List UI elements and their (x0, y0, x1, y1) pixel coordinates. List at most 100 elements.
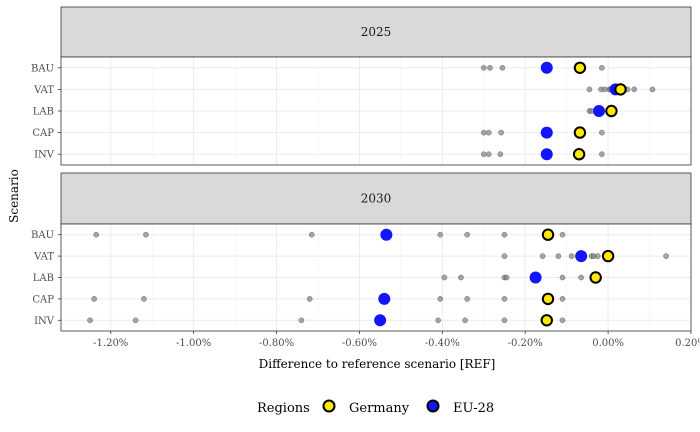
x-axis-title: Difference to reference scenario [REF] (259, 357, 496, 371)
point-other-region (559, 317, 566, 324)
point-other-region (649, 86, 656, 93)
point-other-region (663, 253, 669, 259)
point-eu-28 (380, 228, 393, 241)
point-eu-28 (592, 105, 605, 117)
point-germany (601, 249, 615, 263)
point-other-region (93, 231, 100, 238)
point-other-region (141, 296, 147, 302)
point-eu-28 (529, 271, 542, 284)
x-tick-label: -0.20% (508, 338, 543, 349)
panel-border (60, 56, 692, 166)
point-germany (541, 228, 555, 241)
point-other-region (568, 253, 575, 259)
panel-2025: 2025 BAU VAT LAB CAP INV (31, 6, 692, 166)
point-other-region (559, 296, 566, 302)
point-other-region (306, 296, 313, 302)
point-other-region (499, 64, 506, 71)
point-other-region (464, 231, 471, 238)
point-eu-28 (374, 314, 387, 327)
point-other-region (485, 129, 492, 136)
point-other-region (501, 296, 508, 302)
point-other-region (487, 64, 493, 71)
point-other-region (480, 129, 487, 136)
y-tick-label: LAB (33, 273, 54, 284)
point-other-region (498, 129, 505, 136)
point-eu-28 (378, 292, 391, 305)
y-tick-label: CAP (32, 128, 54, 139)
y-tick-label: BAU (31, 63, 54, 74)
point-eu-28 (575, 250, 588, 263)
point-other-region (485, 151, 492, 158)
point-other-region (501, 231, 508, 238)
point-other-region (501, 317, 508, 324)
point-other-region (441, 274, 448, 281)
point-other-region (143, 231, 149, 238)
point-other-region (462, 317, 468, 324)
x-tick-label: -0.40% (425, 338, 460, 349)
panel-2030: 2030 BAU VAT LAB CAP INV (31, 172, 692, 332)
x-tick-label: 0.20% (675, 338, 700, 349)
point-other-region (599, 129, 605, 136)
panel-border (60, 223, 692, 332)
y-tick-label: INV (34, 150, 55, 161)
point-other-region (458, 274, 464, 281)
point-other-region (631, 86, 638, 93)
point-other-region (91, 296, 98, 302)
legend-key-eu-28 (426, 399, 440, 413)
y-tick-label: BAU (31, 230, 54, 241)
x-tick-label: -1.20% (93, 338, 128, 349)
facet-strip (60, 172, 692, 225)
point-other-region (132, 317, 139, 324)
point-other-region (298, 317, 305, 324)
y-tick-label: INV (34, 316, 55, 327)
legend-key-germany (322, 399, 336, 413)
y-tick-label: VAT (33, 252, 54, 263)
point-other-region (559, 231, 566, 238)
legend: Regions Germany EU-28 (257, 399, 494, 416)
facet-label: 2030 (361, 192, 392, 206)
y-tick-label: VAT (33, 85, 54, 96)
point-eu-28 (540, 148, 553, 161)
y-tick-label: LAB (33, 107, 54, 118)
point-germany (605, 104, 618, 118)
legend-label-germany: Germany (349, 401, 410, 416)
point-germany (541, 292, 555, 306)
point-other-region (464, 296, 471, 302)
x-tick-label: -1.00% (176, 338, 211, 349)
point-other-region (539, 253, 546, 259)
point-other-region (87, 317, 93, 324)
point-other-region (559, 274, 566, 281)
point-germany (573, 126, 587, 139)
point-other-region (308, 231, 315, 238)
facet-label: 2025 (361, 25, 392, 39)
y-axis-title: Scenario (7, 169, 21, 223)
x-tick-label: -0.60% (342, 338, 377, 349)
x-tick-label: -0.80% (259, 338, 294, 349)
point-germany (589, 271, 602, 284)
x-tick-label: 0.00% (592, 338, 624, 349)
legend-title: Regions (257, 401, 310, 416)
point-eu-28 (540, 61, 553, 74)
plot-layer: 2025 BAU VAT LAB CAP INV 2030 BAU VAT LAB CAP INV -1… (31, 6, 700, 349)
point-other-region (599, 64, 605, 71)
point-other-region (599, 151, 605, 158)
point-germany (614, 83, 627, 96)
point-other-region (497, 151, 504, 158)
legend-label-eu-28: EU-28 (453, 401, 494, 416)
point-other-region (435, 317, 442, 324)
point-other-region (555, 253, 562, 259)
point-other-region (586, 86, 593, 93)
y-tick-label: CAP (32, 294, 54, 305)
point-other-region (437, 296, 444, 302)
point-germany (573, 61, 587, 75)
point-other-region (480, 64, 487, 71)
point-eu-28 (540, 126, 553, 139)
point-other-region (501, 253, 508, 259)
point-other-region (480, 151, 487, 158)
facet-strip (60, 6, 692, 58)
point-germany (572, 148, 586, 161)
point-other-region (437, 231, 444, 238)
point-germany (540, 314, 553, 327)
point-other-region (503, 274, 510, 281)
